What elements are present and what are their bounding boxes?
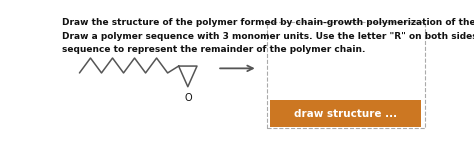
Bar <box>267 22 425 128</box>
Bar <box>271 100 421 127</box>
Text: Draw a polymer sequence with 3 monomer units. Use the letter "R" on both sides o: Draw a polymer sequence with 3 monomer u… <box>62 32 474 41</box>
Text: sequence to represent the remainder of the polymer chain.: sequence to represent the remainder of t… <box>62 45 365 54</box>
Text: O: O <box>184 93 191 103</box>
Text: draw structure ...: draw structure ... <box>294 109 397 119</box>
Text: Draw the structure of the polymer formed by chain-growth polymerization of the f: Draw the structure of the polymer formed… <box>62 18 474 27</box>
